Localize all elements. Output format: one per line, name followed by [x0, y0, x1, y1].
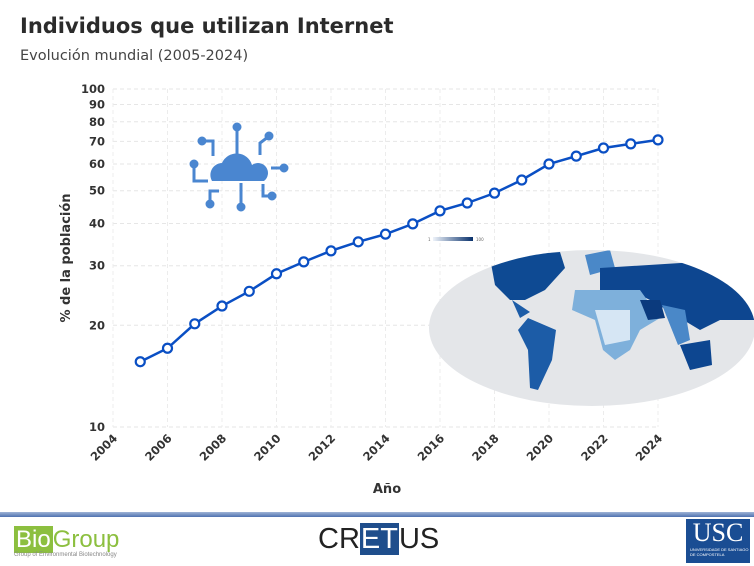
- data-point: [543, 158, 555, 170]
- data-point: [597, 142, 610, 154]
- map-legend-bar: [433, 237, 473, 241]
- data-point: [216, 300, 228, 312]
- y-tick-label: 90: [89, 97, 105, 111]
- x-tick-label: 2014: [360, 431, 393, 464]
- chart-title: Individuos que utilizan Internet: [20, 14, 394, 38]
- footer-divider: [0, 512, 754, 517]
- y-tick-label: 50: [89, 184, 105, 198]
- y-tick-label: 20: [89, 318, 105, 332]
- cloud-network-icon: [189, 122, 289, 212]
- x-tick-label: 2010: [251, 431, 284, 464]
- y-tick-label: 80: [89, 115, 105, 129]
- logo-usc-sub: UNIVERSIDADE DE SANTIAGO DE COMPOSTELA: [690, 547, 749, 557]
- data-point: [243, 285, 255, 297]
- data-point: [325, 245, 337, 257]
- data-point: [189, 318, 201, 330]
- logo-cr: CR: [318, 523, 360, 555]
- x-tick-label: 2006: [142, 431, 175, 464]
- x-tick-label: 2020: [524, 431, 557, 464]
- y-tick-label: 60: [89, 157, 105, 171]
- x-tick-label: 2012: [306, 431, 339, 464]
- data-point: [298, 256, 310, 268]
- cretus-logo: CRETUS: [318, 523, 439, 556]
- data-point: [379, 228, 392, 240]
- x-tick-label: 2016: [415, 431, 448, 464]
- data-point: [407, 218, 419, 230]
- data-point: [516, 174, 528, 186]
- logo-bio: Bio: [14, 526, 53, 553]
- data-point: [352, 236, 364, 248]
- y-tick-label: 30: [89, 259, 105, 273]
- y-tick-label: 10: [89, 420, 105, 434]
- data-point: [461, 197, 473, 209]
- x-tick-label: 2022: [578, 431, 611, 464]
- x-tick-label: 2008: [197, 431, 230, 464]
- data-point: [625, 138, 637, 150]
- y-tick-label: 70: [89, 134, 105, 148]
- biogroup-logo: BioGroup Group of Environmental Biotechno…: [14, 526, 119, 558]
- data-point: [270, 268, 283, 280]
- map-legend-max: 100: [476, 237, 484, 242]
- x-tick-label: 2018: [469, 431, 502, 464]
- chart-subtitle: Evolución mundial (2005-2024): [20, 48, 249, 64]
- data-point: [652, 134, 664, 146]
- x-tick-label: 2024: [633, 431, 666, 464]
- logo-us: US: [398, 523, 440, 555]
- map-legend-min: 1: [428, 237, 431, 242]
- usc-logo: USC UNIVERSIDADE DE SANTIAGO DE COMPOSTEL…: [686, 519, 750, 563]
- y-axis-label: % de la población: [59, 193, 74, 322]
- logo-sub: Group of Environmental Biotechnology: [14, 552, 117, 558]
- logo-usc: USC: [692, 518, 744, 547]
- y-tick-label: 100: [81, 82, 105, 96]
- logo-group: Group: [52, 526, 120, 553]
- data-point: [570, 150, 582, 162]
- data-point: [161, 342, 174, 354]
- y-tick-label: 40: [89, 217, 105, 231]
- world-map-inset: 1 100: [428, 237, 754, 406]
- x-axis-label: Año: [373, 482, 401, 497]
- data-point: [434, 205, 446, 217]
- x-tick-label: 2004: [88, 431, 121, 464]
- data-point: [488, 187, 501, 199]
- data-point: [134, 356, 146, 368]
- logo-et: ET: [359, 523, 399, 555]
